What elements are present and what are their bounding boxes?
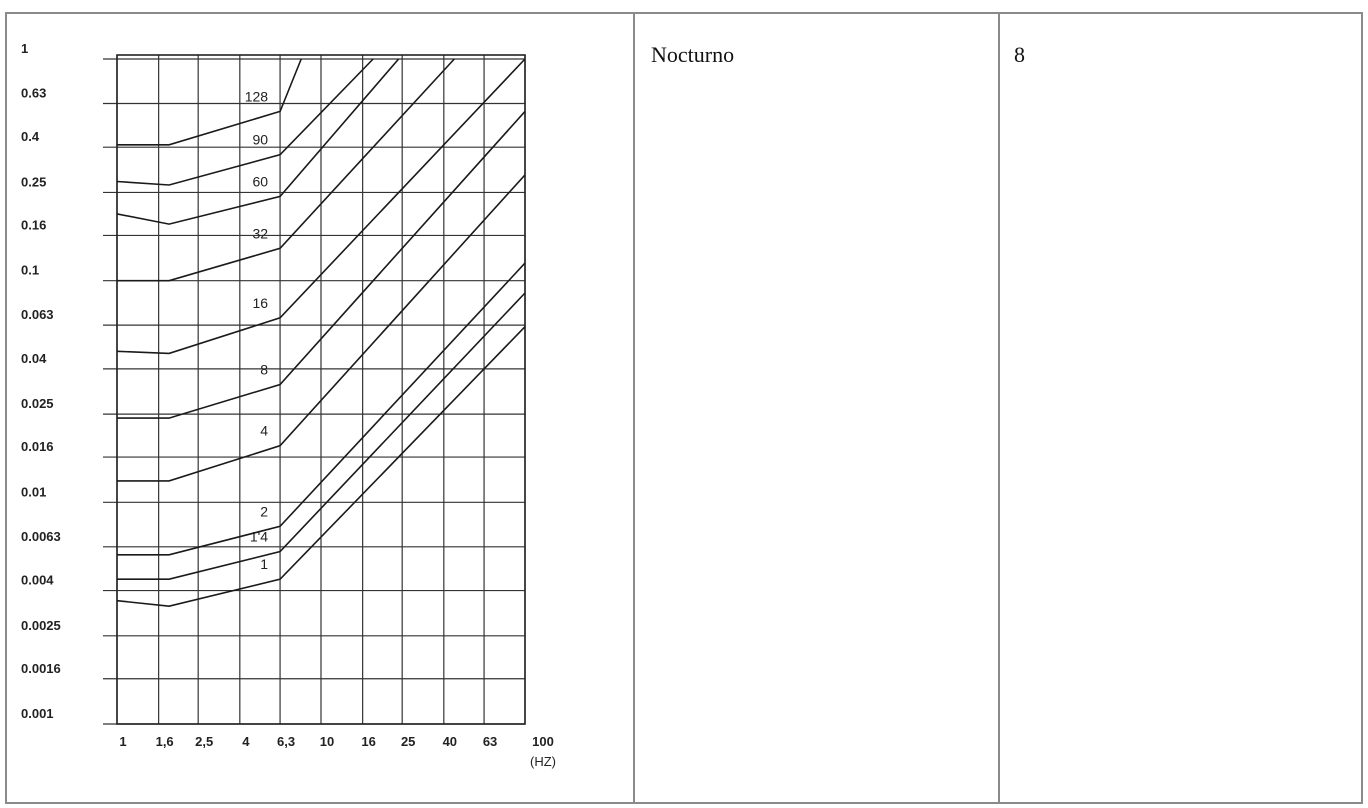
- curve-2: [117, 262, 525, 556]
- curve-16: [117, 58, 525, 355]
- curve-label: 8: [260, 362, 268, 378]
- curve-32: [117, 58, 455, 282]
- x-tick-label: 63: [483, 734, 497, 749]
- curve-label: 60: [252, 173, 268, 189]
- y-tick-label: 0.001: [21, 706, 54, 721]
- y-tick-label: 0.025: [21, 396, 54, 411]
- chart-cell: 1 0.63 0.4 0.25 0.16 0.1 0.063 0.04 0.025 0.016 0.…: [7, 14, 635, 802]
- curve-label: 32: [252, 225, 268, 241]
- curve-label: 4: [260, 423, 268, 439]
- curve-14: [117, 292, 525, 581]
- curve-1: [117, 326, 525, 608]
- x-tick-label: 100: [532, 734, 554, 749]
- y-tick-label: 0.4: [21, 129, 40, 144]
- x-tick-label: 16: [361, 734, 375, 749]
- x-tick-label: 1,6: [156, 734, 174, 749]
- value-label: 8: [1014, 42, 1025, 67]
- period-cell: Nocturno: [635, 14, 1000, 802]
- y-tick-label: 0.63: [21, 85, 46, 100]
- y-tick-label: 0.0025: [21, 618, 61, 633]
- x-tick-label: 4: [242, 734, 250, 749]
- y-tick-label: 0.004: [21, 573, 54, 588]
- vibration-curves-chart: 1 0.63 0.4 0.25 0.16 0.1 0.063 0.04 0.025 0.016 0.…: [21, 41, 556, 769]
- curve-128: [117, 58, 302, 146]
- curve-8: [117, 110, 525, 419]
- y-tick-label: 0.0016: [21, 661, 61, 676]
- curve-label: 128: [245, 88, 269, 104]
- x-tick-label: 1: [119, 734, 126, 749]
- curve-90: [117, 58, 374, 186]
- x-tick-label: 2,5: [195, 734, 213, 749]
- y-tick-label: 0.04: [21, 351, 47, 366]
- table: 1 0.63 0.4 0.25 0.16 0.1 0.063 0.04 0.025 0.016 0.…: [5, 12, 1363, 804]
- plot-frame: [116, 54, 526, 725]
- x-axis-label: (HZ): [530, 754, 556, 769]
- x-tick-label: 10: [320, 734, 334, 749]
- y-tick-label: 0.063: [21, 307, 54, 322]
- y-tick-label: 0.016: [21, 439, 54, 454]
- value-cell: 8: [1000, 14, 1361, 802]
- curve-label: 90: [252, 132, 268, 148]
- curve-60: [117, 58, 400, 225]
- y-tick-label: 0.16: [21, 217, 46, 232]
- y-tick-label: 0.25: [21, 174, 46, 189]
- y-tick-label: 0.01: [21, 484, 46, 499]
- curve-label: 1: [260, 556, 268, 572]
- x-tick-label: 25: [401, 734, 415, 749]
- x-tick-label: 40: [443, 734, 457, 749]
- y-tick-label: 0.0063: [21, 529, 61, 544]
- curve-label: 16: [252, 295, 268, 311]
- y-tick-label: 1: [21, 41, 28, 56]
- curve-label: 2: [260, 503, 268, 519]
- period-label: Nocturno: [651, 42, 735, 67]
- x-tick-label: 6,3: [277, 734, 295, 749]
- y-tick-label: 0.1: [21, 263, 39, 278]
- curve-4: [117, 174, 525, 482]
